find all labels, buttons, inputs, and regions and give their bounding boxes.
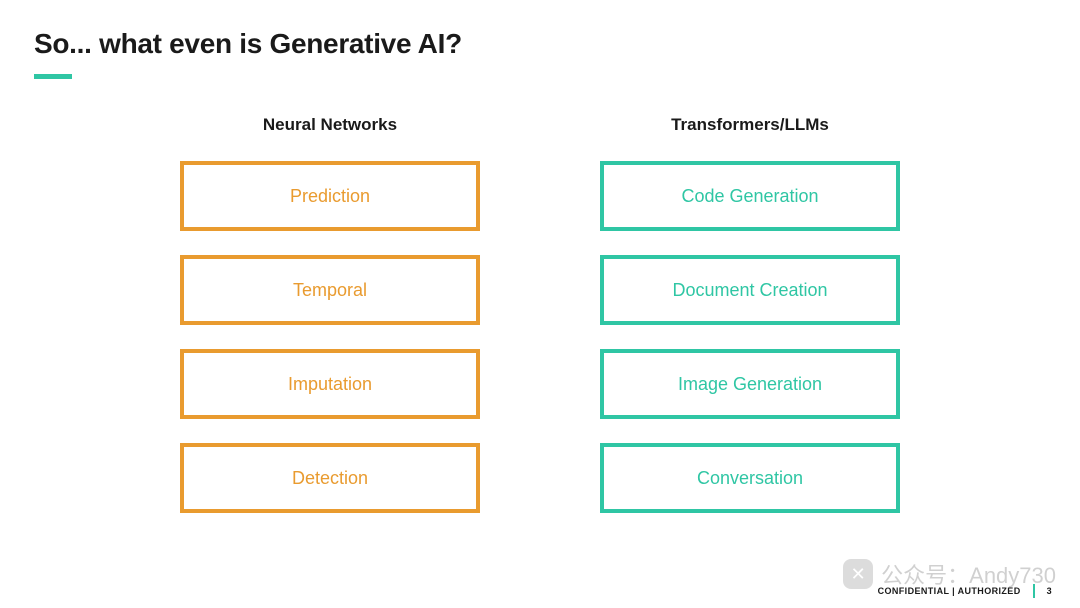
- page-number: 3: [1047, 586, 1052, 596]
- column-header: Neural Networks: [263, 115, 397, 135]
- category-box: Image Generation: [600, 349, 900, 419]
- title-underline: [34, 74, 72, 79]
- footer-text: CONFIDENTIAL | AUTHORIZED: [878, 586, 1021, 596]
- column-header: Transformers/LLMs: [671, 115, 829, 135]
- slide: So... what even is Generative AI? Neural…: [0, 0, 1080, 608]
- category-box: Conversation: [600, 443, 900, 513]
- footer-bar: [1033, 584, 1035, 598]
- slide-title: So... what even is Generative AI?: [34, 28, 1046, 60]
- category-box: Prediction: [180, 161, 480, 231]
- category-box: Imputation: [180, 349, 480, 419]
- category-box: Document Creation: [600, 255, 900, 325]
- columns-container: Neural Networks Prediction Temporal Impu…: [34, 115, 1046, 537]
- footer: CONFIDENTIAL | AUTHORIZED 3: [878, 584, 1052, 598]
- wechat-icon: ✕: [843, 559, 873, 589]
- column-left: Neural Networks Prediction Temporal Impu…: [180, 115, 480, 537]
- category-box: Detection: [180, 443, 480, 513]
- column-right: Transformers/LLMs Code Generation Docume…: [600, 115, 900, 537]
- category-box: Code Generation: [600, 161, 900, 231]
- category-box: Temporal: [180, 255, 480, 325]
